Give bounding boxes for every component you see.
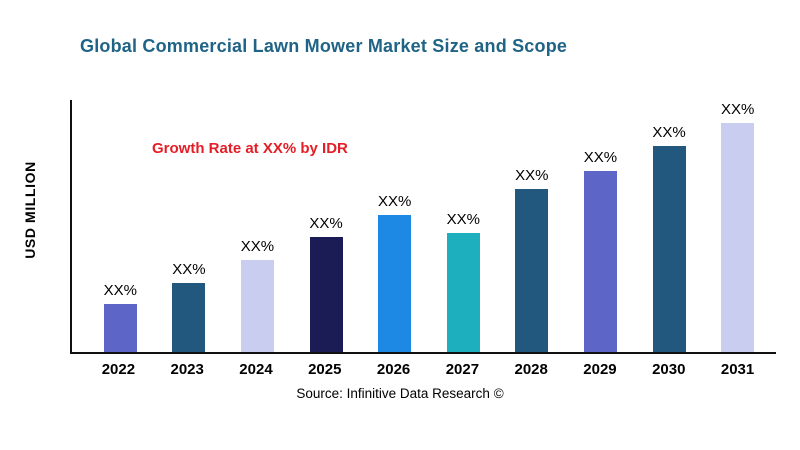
x-tick-2028: 2028 [514,361,548,378]
bar-plot: Growth Rate at XX% by IDR XX% XX% XX% XX% XX… [70,100,776,354]
bar-group-2024: XX% [223,100,292,352]
bar-group-2030: XX% [635,100,704,352]
bar-value-label: XX% [309,215,343,233]
bar-value-label: XX% [103,281,137,299]
bar-2029 [583,171,617,352]
bar-2023 [172,283,206,352]
bar-value-label: XX% [652,123,686,141]
bar-2027 [446,232,480,352]
x-tick-2025: 2025 [308,361,342,378]
chart-title: Global Commercial Lawn Mower Market Size… [80,36,568,56]
bar-value-label: XX% [720,100,755,118]
bar-2028 [515,189,549,352]
bar-2025 [309,237,343,352]
x-axis-labels: 2022 2023 2024 2025 2026 2027 2028 2029 2030 2031 [70,361,776,378]
x-tick-2026: 2026 [376,361,411,378]
bar-2030 [652,145,686,352]
bar-value-label: XX% [515,167,549,185]
growth-rate-annotation: Growth Rate at XX% by IDR [152,140,348,157]
bar-value-label: XX% [172,261,206,279]
bar-value-label: XX% [446,210,480,228]
bar-group-2029: XX% [566,100,635,352]
x-tick-2031: 2031 [720,361,755,378]
bar-group-2031: XX% [703,100,772,352]
bar-2024 [240,260,274,352]
bar-value-label: XX% [377,192,412,210]
bar-group-2026: XX% [360,100,429,352]
x-tick-2023: 2023 [170,361,204,378]
bar-value-label: XX% [240,238,275,256]
bar-group-2025: XX% [292,100,361,352]
bar-group-2022: XX% [86,100,155,352]
chart-area: Growth Rate at XX% by IDR XX% XX% XX% XX% XX… [70,100,776,378]
bar-2022 [103,303,137,352]
x-tick-2024: 2024 [239,361,273,378]
bar-group-2023: XX% [155,100,224,352]
bar-2031 [721,122,755,352]
source-text: Source: Infinitive Data Research © [296,386,504,401]
bar-value-label: XX% [583,149,618,167]
x-tick-2022: 2022 [101,361,136,378]
bar-2026 [378,214,412,352]
y-axis-label: USD MILLION [22,161,38,259]
x-tick-2027: 2027 [445,361,480,378]
bar-group-2027: XX% [429,100,498,352]
x-tick-2029: 2029 [583,361,617,378]
bar-group-2028: XX% [498,100,567,352]
x-tick-2030: 2030 [652,361,686,378]
